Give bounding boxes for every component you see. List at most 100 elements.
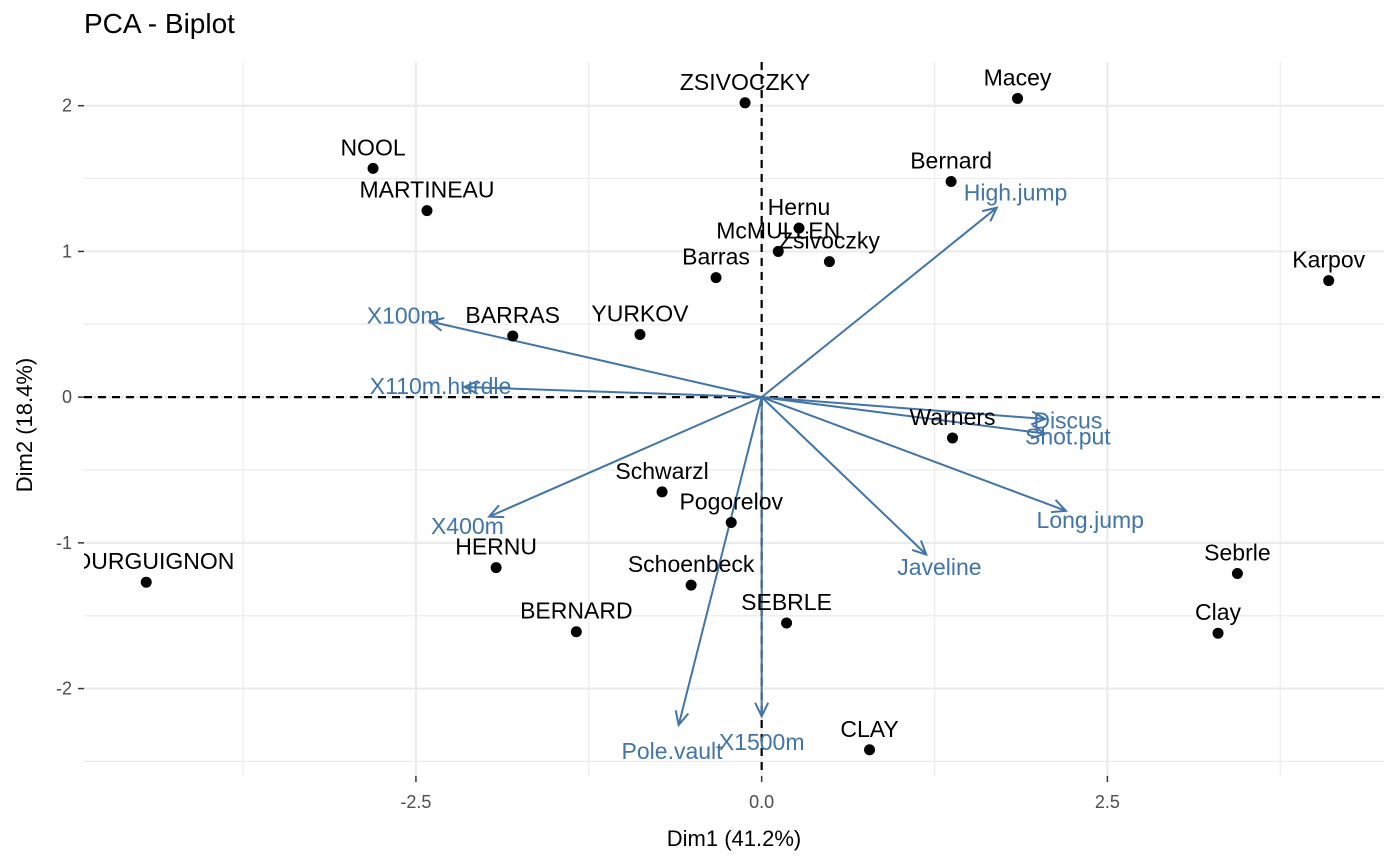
individual-point xyxy=(710,272,722,284)
individual-hernu: HERNU xyxy=(455,534,537,574)
individual-label: YURKOV xyxy=(591,300,689,326)
individual-karpov: Karpov xyxy=(1292,247,1366,287)
individual-schwarzl: Schwarzl xyxy=(615,458,709,498)
individual-point xyxy=(1212,627,1224,639)
grid-major xyxy=(84,62,1384,776)
vector-line xyxy=(429,320,762,399)
y-axis-ticks: -2 -1 0 1 2 xyxy=(56,96,84,699)
individual-label: Hernu xyxy=(768,194,831,220)
individual-label: BOURGUIGNON xyxy=(58,548,234,574)
individual-macey: Macey xyxy=(984,64,1052,104)
vector-line xyxy=(761,396,1046,420)
x-tick-label: -2.5 xyxy=(400,792,431,812)
individual-point xyxy=(945,175,957,187)
vector-arrowhead xyxy=(911,540,928,557)
individual-point xyxy=(1323,275,1335,287)
vector-line xyxy=(488,396,763,518)
individual-schoenbeck: Schoenbeck xyxy=(628,551,755,591)
variable-label: X400m xyxy=(431,513,504,539)
individual-point xyxy=(739,97,751,109)
chart-title: PCA - Biplot xyxy=(84,8,235,39)
individual-label: BERNARD xyxy=(520,598,632,624)
y-axis-title: Dim2 (18.4%) xyxy=(12,358,37,492)
individual-zsivoczky: ZSIVOCZKY xyxy=(680,69,810,109)
variable-label: X110m.hurdle xyxy=(370,373,512,399)
individual-label: McMULLEN xyxy=(716,217,840,243)
y-tick-label: 1 xyxy=(62,241,72,261)
individual-point xyxy=(634,328,646,340)
variable-vector-x100m: X100m xyxy=(367,302,762,399)
y-tick-label: 0 xyxy=(62,387,72,407)
variable-label: Long.jump xyxy=(1037,507,1144,533)
variable-vector-x1500m: X1500m xyxy=(719,397,805,755)
individual-label: BARRAS xyxy=(465,302,560,328)
individual-point xyxy=(685,579,697,591)
individual-label: Warners xyxy=(909,404,995,430)
individual-zsivoczky: Zsivoczky xyxy=(779,228,880,268)
variable-vector-javeline: Javeline xyxy=(760,396,982,580)
vector-line xyxy=(761,396,1046,435)
individual-label: NOOL xyxy=(340,134,405,160)
individual-nool: NOOL xyxy=(340,134,406,174)
individual-point xyxy=(947,432,959,444)
individual-mcmullen: McMULLEN xyxy=(716,217,840,257)
variable-vector-x400m: X400m xyxy=(431,396,763,539)
individual-bernard: Bernard xyxy=(910,147,992,187)
individual-point xyxy=(823,256,835,268)
variable-vector-long-jump: Long.jump xyxy=(761,396,1144,533)
individual-pogorelov: Pogorelov xyxy=(679,488,784,528)
x-axis-ticks: -2.5 0.0 2.5 xyxy=(400,776,1120,812)
individual-clay: CLAY xyxy=(840,716,899,756)
individual-point xyxy=(793,222,805,234)
individual-points: ZSIVOCZKY Macey NOOL Bernard MARTINEAU HernuM… xyxy=(58,64,1366,756)
grid-minor xyxy=(84,62,1384,776)
variable-label: High.jump xyxy=(964,180,1068,206)
individual-sebrle: SEBRLE xyxy=(741,589,832,629)
individual-label: MARTINEAU xyxy=(359,177,494,203)
individual-bourguignon: BOURGUIGNON xyxy=(58,548,234,588)
vector-arrowhead xyxy=(462,379,479,395)
variable-vector-pole-vault: Pole.vault xyxy=(622,396,763,764)
individual-hernu: Hernu xyxy=(768,194,831,234)
y-tick-label: 2 xyxy=(62,96,72,116)
individual-point xyxy=(367,162,379,174)
individual-point xyxy=(1231,567,1243,579)
variable-label: Shot.put xyxy=(1025,423,1111,449)
individual-point xyxy=(421,205,433,217)
vector-arrowhead xyxy=(1050,499,1069,514)
variable-label: X1500m xyxy=(719,729,805,755)
vector-arrowhead xyxy=(427,317,445,332)
individual-point xyxy=(1012,92,1024,104)
vector-arrowhead xyxy=(1030,424,1048,440)
vector-arrowhead xyxy=(754,702,770,719)
individual-label: Sebrle xyxy=(1204,539,1270,565)
reference-lines xyxy=(84,62,1384,776)
individual-point xyxy=(570,626,582,638)
x-axis-title: Dim1 (41.2%) xyxy=(667,826,801,851)
individual-martineau: MARTINEAU xyxy=(359,177,495,217)
individual-label: ZSIVOCZKY xyxy=(680,69,810,95)
individual-yurkov: YURKOV xyxy=(591,300,689,340)
individual-barras: Barras xyxy=(682,244,750,284)
individual-label: Macey xyxy=(984,64,1052,90)
variable-vector-high-jump: High.jump xyxy=(761,180,1068,398)
individual-label: SEBRLE xyxy=(741,589,832,615)
variable-vectors: High.jump X100m X110m.hurdle DiscusShot.put… xyxy=(367,180,1144,765)
y-tick-label: -2 xyxy=(56,679,72,699)
vector-line xyxy=(761,206,998,398)
individual-point xyxy=(140,576,152,588)
variable-vector-discus: Discus xyxy=(761,396,1102,434)
individual-barras: BARRAS xyxy=(465,302,560,342)
vector-arrowhead xyxy=(674,710,690,728)
y-tick-label: -1 xyxy=(56,533,72,553)
x-tick-label: 0.0 xyxy=(749,792,774,812)
variable-label: Javeline xyxy=(897,554,981,580)
individual-point xyxy=(656,486,668,498)
individual-label: Barras xyxy=(682,244,750,270)
individual-point xyxy=(781,617,793,629)
individual-point xyxy=(725,516,737,528)
individual-label: Bernard xyxy=(910,147,992,173)
individual-label: CLAY xyxy=(840,716,898,742)
variable-vector-shot-put: Shot.put xyxy=(761,396,1111,449)
